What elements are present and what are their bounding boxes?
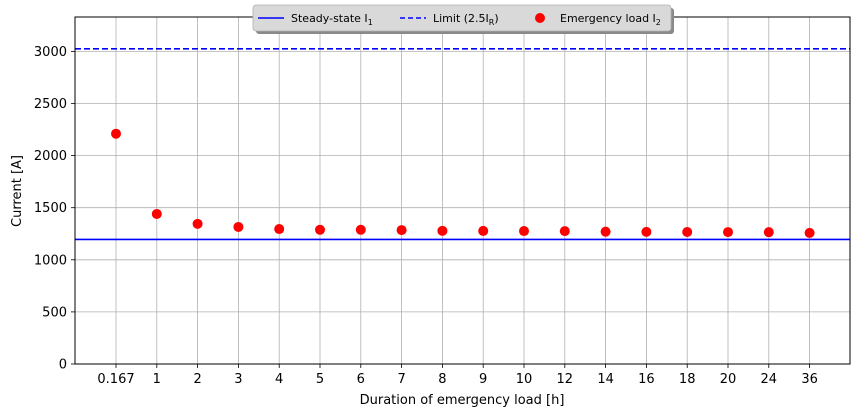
data-points	[111, 128, 815, 238]
x-tick-label: 6	[357, 372, 365, 387]
legend-limit-label: Limit (2.5IR)	[433, 12, 499, 27]
legend-box	[252, 4, 672, 32]
y-tick-label: 1000	[34, 253, 67, 268]
emergency-load-point	[763, 227, 774, 238]
y-tick-label: 2000	[34, 149, 67, 164]
x-tick-label: 9	[479, 372, 487, 387]
x-tick-label: 5	[316, 372, 324, 387]
x-axis-label: Duration of emergency load [h]	[360, 393, 565, 408]
legend-emergency-marker	[535, 13, 545, 23]
x-tick-label: 20	[720, 372, 737, 387]
x-axis-ticks: 0.167 1 2 3 4 5 6 7 8 9 10 12 14 16 18 20 24 36	[97, 364, 818, 387]
emergency-load-point	[559, 226, 570, 237]
x-tick-label: 18	[679, 372, 696, 387]
emergency-load-point	[682, 226, 693, 237]
emergency-load-point	[478, 225, 489, 236]
y-tick-label: 500	[42, 305, 67, 320]
emergency-load-point	[437, 225, 448, 236]
x-tick-label: 10	[516, 372, 533, 387]
x-tick-label: 36	[801, 372, 818, 387]
emergency-load-point	[233, 221, 244, 232]
x-tick-label: 14	[597, 372, 614, 387]
emergency-load-point	[641, 226, 652, 237]
emergency-load-point	[723, 227, 733, 238]
emergency-load-point	[111, 128, 121, 139]
x-tick-label: 4	[275, 372, 283, 387]
y-tick-label: 1500	[34, 201, 67, 216]
emergency-load-point	[804, 227, 815, 238]
emergency-load-point	[396, 225, 407, 236]
x-tick-label: 24	[761, 372, 778, 387]
y-axis-ticks: 0 500 1000 1500 2000 2500 3000	[34, 45, 75, 373]
emergency-load-point	[315, 224, 325, 235]
grid-lines	[75, 17, 850, 365]
y-tick-label: 3000	[34, 45, 67, 60]
x-tick-label: 2	[193, 372, 201, 387]
y-tick-label: 2500	[34, 97, 67, 112]
x-tick-label: 1	[153, 372, 161, 387]
legend-steady-state-label: Steady-state I1	[291, 12, 373, 27]
y-tick-label: 0	[59, 358, 67, 373]
legend: Steady-state I1 Limit (2.5IR) Emergency …	[252, 4, 674, 34]
y-axis-label: Current [A]	[10, 155, 25, 227]
reference-lines	[75, 47, 850, 241]
x-tick-label: 8	[438, 372, 446, 387]
emergency-load-point	[355, 224, 366, 235]
emergency-load-point	[600, 226, 611, 237]
x-tick-label: 0.167	[97, 372, 134, 387]
emergency-load-point	[274, 224, 285, 235]
emergency-load-point	[192, 218, 203, 229]
legend-emergency-label: Emergency load I2	[560, 12, 661, 27]
x-tick-label: 16	[638, 372, 655, 387]
x-tick-label: 7	[397, 372, 405, 387]
x-tick-label: 12	[557, 372, 574, 387]
emergency-load-point	[519, 226, 529, 237]
x-tick-label: 3	[234, 372, 242, 387]
emergency-load-point	[151, 208, 162, 219]
